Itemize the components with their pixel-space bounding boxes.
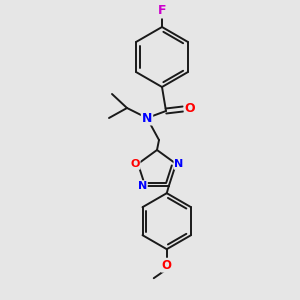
- Text: O: O: [162, 259, 172, 272]
- Text: N: N: [142, 112, 152, 124]
- Text: N: N: [138, 181, 147, 191]
- Text: F: F: [158, 4, 166, 17]
- Text: O: O: [130, 159, 140, 169]
- Text: N: N: [174, 159, 184, 169]
- Text: O: O: [185, 103, 195, 116]
